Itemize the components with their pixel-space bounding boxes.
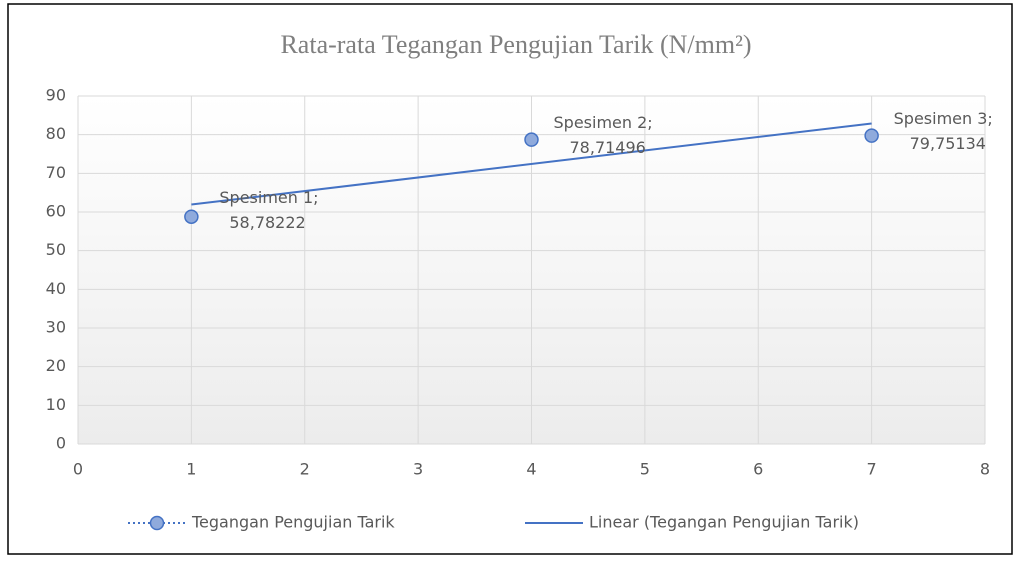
- y-tick-label: 60: [46, 202, 66, 221]
- point: [524, 132, 539, 147]
- x-tick-label: 6: [753, 460, 763, 479]
- x-tick-label: 8: [980, 460, 990, 479]
- y-tick-label: 70: [46, 163, 66, 182]
- chart-title: Rata-rata Tegangan Pengujian Tarik (N/mm…: [280, 30, 751, 59]
- y-tick-label: 50: [46, 240, 66, 259]
- x-tick-label: 4: [526, 460, 536, 479]
- x-tick-label: 3: [413, 460, 423, 479]
- y-tick-label: 40: [46, 279, 66, 298]
- data-label: 78,71496: [570, 138, 646, 157]
- data-label: 79,75134: [910, 134, 986, 153]
- y-tick-label: 10: [46, 395, 66, 414]
- point: [864, 128, 879, 143]
- x-tick-label: 1: [186, 460, 196, 479]
- x-tick-label: 0: [73, 460, 83, 479]
- x-tick-label: 2: [300, 460, 310, 479]
- y-tick-label: 20: [46, 356, 66, 375]
- trendline: [191, 122, 872, 206]
- y-tick-label: 0: [56, 434, 66, 453]
- legend-label: Linear (Tegangan Pengujian Tarik): [589, 513, 859, 532]
- data-label: 58,78222: [229, 213, 305, 232]
- point: [184, 209, 199, 224]
- y-tick-label: 90: [46, 86, 66, 105]
- y-tick-label: 30: [46, 318, 66, 337]
- point-label: Spesimen 3;: [894, 109, 993, 128]
- x-tick-label: 5: [640, 460, 650, 479]
- point-label: Spesimen 1;: [219, 188, 318, 207]
- legend-label: Tegangan Pengujian Tarik: [191, 513, 395, 532]
- legend-marker: [149, 515, 165, 531]
- point-label: Spesimen 2;: [554, 113, 653, 132]
- y-tick-label: 80: [46, 124, 66, 143]
- x-tick-label: 7: [867, 460, 877, 479]
